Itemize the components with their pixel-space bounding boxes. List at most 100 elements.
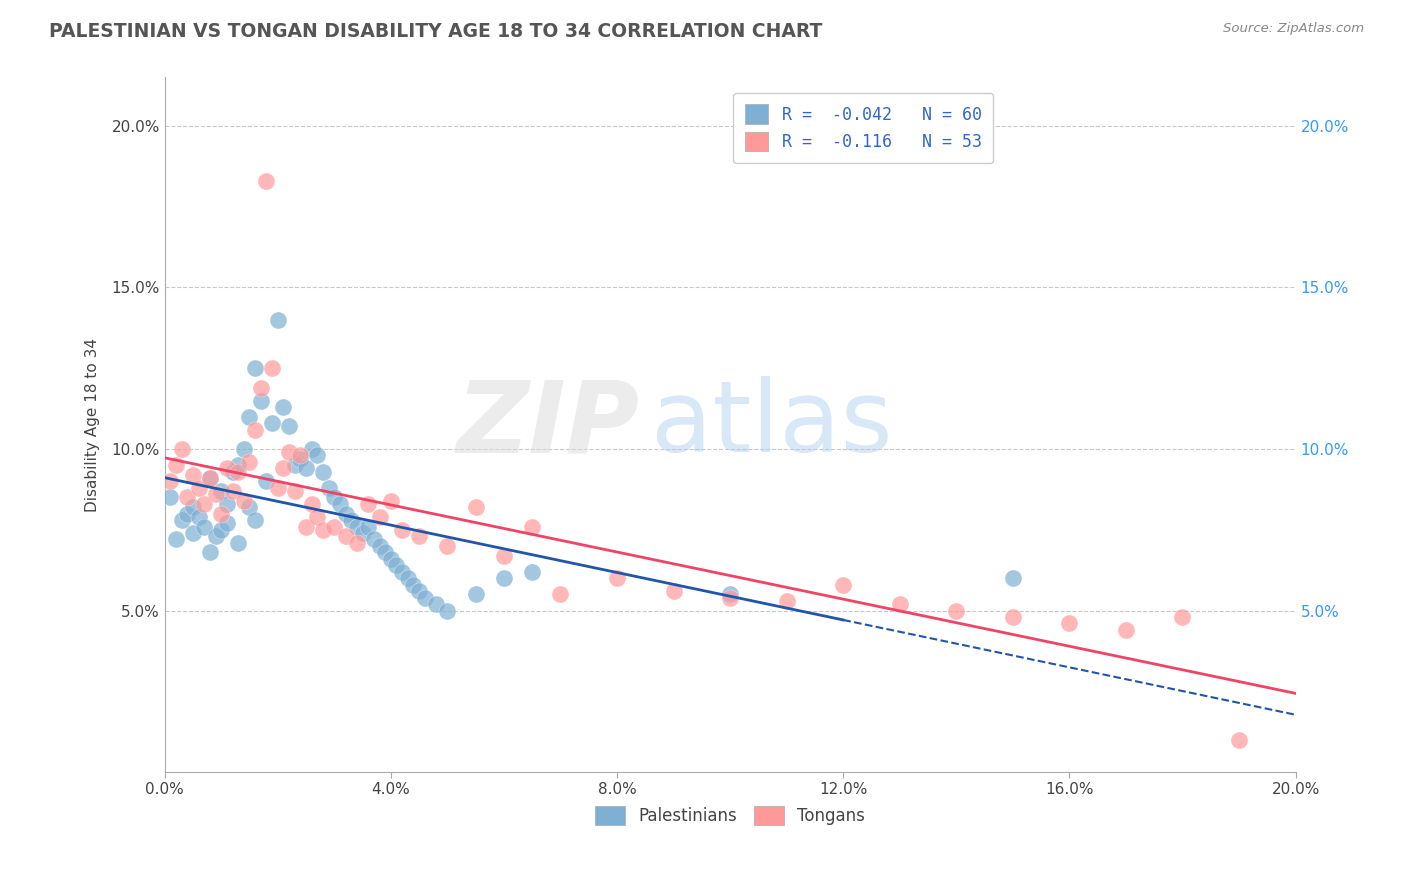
Point: [284, 483, 307, 498]
Point: [318, 481, 340, 495]
Point: [374, 545, 396, 559]
Point: [232, 493, 254, 508]
Point: [1227, 732, 1250, 747]
Point: [492, 571, 515, 585]
Point: [368, 509, 391, 524]
Point: [221, 465, 243, 479]
Y-axis label: Disability Age 18 to 34: Disability Age 18 to 34: [86, 338, 100, 512]
Point: [295, 519, 318, 533]
Text: atlas: atlas: [651, 376, 893, 474]
Point: [1001, 571, 1024, 585]
Point: [170, 442, 193, 456]
Point: [945, 603, 967, 617]
Point: [380, 551, 402, 566]
Point: [312, 465, 335, 479]
Point: [170, 513, 193, 527]
Point: [209, 507, 232, 521]
Point: [226, 535, 249, 549]
Point: [278, 419, 301, 434]
Point: [408, 529, 430, 543]
Point: [307, 449, 329, 463]
Point: [187, 509, 209, 524]
Point: [307, 509, 329, 524]
Point: [243, 361, 266, 376]
Point: [181, 526, 204, 541]
Point: [1001, 610, 1024, 624]
Point: [215, 497, 238, 511]
Point: [1115, 623, 1137, 637]
Point: [243, 423, 266, 437]
Point: [159, 491, 181, 505]
Point: [718, 587, 741, 601]
Point: [396, 571, 419, 585]
Point: [357, 497, 380, 511]
Point: [352, 526, 374, 541]
Point: [238, 500, 260, 515]
Point: [232, 442, 254, 456]
Point: [718, 591, 741, 605]
Point: [193, 497, 215, 511]
Point: [226, 458, 249, 472]
Point: [243, 513, 266, 527]
Point: [181, 500, 204, 515]
Text: Source: ZipAtlas.com: Source: ZipAtlas.com: [1223, 22, 1364, 36]
Point: [238, 409, 260, 424]
Point: [776, 594, 799, 608]
Point: [662, 584, 685, 599]
Point: [278, 445, 301, 459]
Point: [238, 455, 260, 469]
Point: [267, 312, 290, 326]
Point: [323, 519, 346, 533]
Point: [368, 539, 391, 553]
Point: [262, 361, 284, 376]
Point: [335, 529, 357, 543]
Point: [464, 500, 486, 515]
Point: [346, 535, 368, 549]
Point: [380, 493, 402, 508]
Point: [301, 497, 323, 511]
Point: [181, 467, 204, 482]
Point: [550, 587, 572, 601]
Point: [425, 597, 447, 611]
Point: [436, 603, 458, 617]
Point: [209, 483, 232, 498]
Point: [273, 400, 295, 414]
Point: [413, 591, 436, 605]
Point: [249, 381, 271, 395]
Point: [215, 516, 238, 531]
Point: [254, 174, 277, 188]
Point: [193, 519, 215, 533]
Point: [312, 523, 335, 537]
Point: [832, 577, 855, 591]
Point: [221, 483, 243, 498]
Point: [159, 475, 181, 489]
Point: [249, 393, 271, 408]
Point: [464, 587, 486, 601]
Point: [408, 584, 430, 599]
Point: [402, 577, 425, 591]
Point: [165, 533, 187, 547]
Point: [254, 475, 277, 489]
Point: [889, 597, 911, 611]
Point: [198, 471, 221, 485]
Point: [1171, 610, 1194, 624]
Point: [391, 523, 413, 537]
Point: [198, 471, 221, 485]
Point: [290, 451, 312, 466]
Point: [301, 442, 323, 456]
Point: [522, 519, 544, 533]
Point: [273, 461, 295, 475]
Point: [346, 519, 368, 533]
Point: [215, 461, 238, 475]
Point: [290, 449, 312, 463]
Point: [323, 491, 346, 505]
Point: [204, 529, 226, 543]
Text: ZIP: ZIP: [457, 376, 640, 474]
Point: [262, 416, 284, 430]
Point: [187, 481, 209, 495]
Point: [1059, 616, 1081, 631]
Point: [385, 558, 408, 573]
Legend: Palestinians, Tongans: Palestinians, Tongans: [586, 797, 873, 833]
Point: [226, 465, 249, 479]
Text: PALESTINIAN VS TONGAN DISABILITY AGE 18 TO 34 CORRELATION CHART: PALESTINIAN VS TONGAN DISABILITY AGE 18 …: [49, 22, 823, 41]
